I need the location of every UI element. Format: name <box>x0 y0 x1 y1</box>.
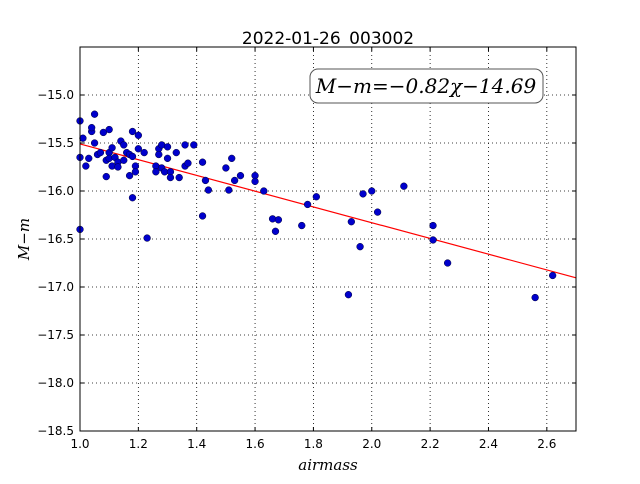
fit-equation-box: M−m=−0.82χ−14.69 <box>309 68 544 104</box>
data-point <box>228 154 236 163</box>
data-point <box>198 212 207 220</box>
data-point <box>143 234 151 242</box>
data-point <box>312 193 320 201</box>
data-point <box>128 127 137 136</box>
data-point <box>155 150 163 159</box>
data-point <box>134 131 143 139</box>
data-point <box>347 218 355 226</box>
data-points <box>76 110 557 302</box>
data-point <box>128 152 137 161</box>
data-point <box>236 171 245 180</box>
data-point <box>225 186 233 194</box>
y-tick-label: −17.0 <box>37 280 74 294</box>
data-point <box>201 176 210 185</box>
y-tick-label: −18.0 <box>37 376 74 390</box>
x-tick-label: 1.6 <box>246 437 265 451</box>
data-point <box>230 176 239 185</box>
data-point <box>90 110 99 118</box>
data-point <box>152 168 160 176</box>
y-tick-label: −16.5 <box>37 232 74 246</box>
x-tick-label: 2.4 <box>479 437 498 451</box>
x-axis-ticks: 1.0 1.2 1.4 1.6 1.8 2.0 2.2 2.4 2.6 <box>70 47 556 451</box>
y-axis-ticks: −15.0 −15.5 −16.0 −16.5 −17.0 −17.5 −18.0 −18.5 <box>37 88 576 438</box>
equation-box-border <box>309 68 544 104</box>
y-tick-label: −17.5 <box>37 328 74 342</box>
data-point <box>190 141 198 149</box>
y-tick-label: −18.5 <box>37 424 74 438</box>
data-point <box>303 200 312 209</box>
data-point <box>271 227 280 235</box>
data-point <box>79 134 87 142</box>
data-point <box>163 154 172 163</box>
x-tick-label: 1.0 <box>70 437 89 451</box>
data-point <box>204 186 213 194</box>
y-tick-label: −16.0 <box>37 184 74 198</box>
data-point <box>96 148 105 157</box>
chart-title: 2022-01-26_003002 <box>242 29 414 49</box>
data-point <box>175 173 183 182</box>
data-point <box>114 163 122 171</box>
data-point <box>105 125 113 134</box>
data-point <box>102 172 110 181</box>
fit-equation: M−m=−0.82χ−14.69 <box>315 74 537 98</box>
data-point <box>274 216 283 224</box>
data-point <box>90 139 99 147</box>
data-point <box>85 154 93 163</box>
data-point <box>172 148 180 157</box>
x-tick-label: 1.4 <box>187 437 206 451</box>
data-point <box>222 164 230 172</box>
data-point <box>82 162 90 170</box>
data-point <box>356 243 364 251</box>
x-tick-label: 2.2 <box>421 437 440 451</box>
x-tick-label: 2.0 <box>362 437 381 451</box>
data-point <box>429 236 437 244</box>
x-tick-label: 1.8 <box>304 437 323 451</box>
data-point <box>120 156 128 164</box>
data-point <box>134 145 143 153</box>
data-point <box>163 143 172 151</box>
data-point <box>359 190 367 198</box>
data-point <box>99 128 107 137</box>
x-axis-label: airmass <box>298 456 358 474</box>
data-point <box>108 144 116 152</box>
y-axis-label: M−m <box>15 218 33 261</box>
data-point <box>166 173 175 182</box>
data-point <box>429 221 437 230</box>
data-point <box>128 194 137 202</box>
data-point <box>373 208 382 216</box>
data-point <box>549 271 557 280</box>
data-point <box>140 148 148 157</box>
data-point <box>131 168 140 176</box>
data-point <box>443 259 452 267</box>
data-point <box>184 159 192 167</box>
data-point <box>251 177 259 186</box>
data-point <box>344 291 353 299</box>
data-point <box>181 141 189 149</box>
x-tick-label: 2.6 <box>537 437 556 451</box>
data-point <box>120 141 128 149</box>
data-point <box>125 171 134 180</box>
x-tick-label: 1.2 <box>129 437 148 451</box>
y-tick-label: −15.0 <box>37 88 74 102</box>
data-point <box>198 158 207 166</box>
axes-frame <box>79 46 577 432</box>
data-point <box>400 182 408 190</box>
data-point <box>298 221 306 230</box>
data-point <box>531 293 539 302</box>
data-point <box>88 123 96 132</box>
data-point <box>368 187 376 195</box>
y-tick-label: −15.5 <box>37 136 74 150</box>
data-point <box>260 187 268 195</box>
